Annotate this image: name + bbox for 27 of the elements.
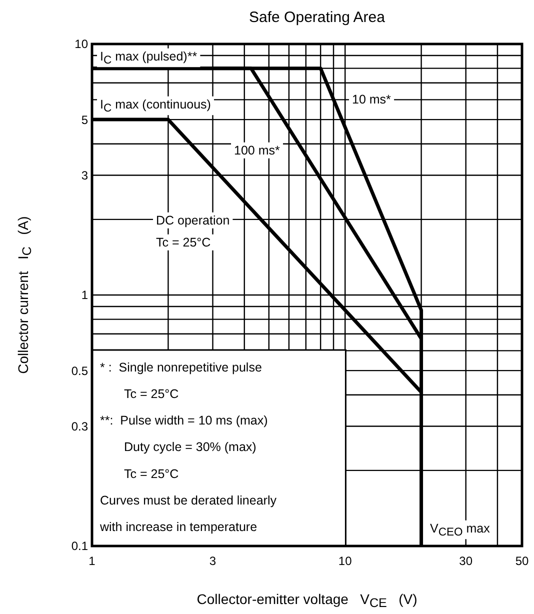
x-tick-label: 10 <box>338 554 352 568</box>
x-tick-label: 3 <box>209 554 216 568</box>
y-tick-label: 0.5 <box>71 364 88 378</box>
y-tick-label: 0.1 <box>71 539 88 554</box>
annotation: Curves must be derated linearly <box>100 493 278 508</box>
x-axis-title: Collector-emitter voltage V$_{CE}$ (V) <box>196 591 418 610</box>
annotation: 10 ms* <box>352 92 392 106</box>
annotation: with increase in temperature <box>99 520 258 534</box>
y-tick-label: 3 <box>81 168 88 182</box>
annotation: I$_{C}$ max (continuous) <box>100 97 211 114</box>
annotation: DC operation <box>156 213 230 228</box>
chart-title: Safe Operating Area <box>249 9 386 26</box>
annotation: Tc = 25°C <box>124 386 179 401</box>
annotation: V$_{CEO}$ max <box>430 521 491 538</box>
y-tick-label: 1 <box>81 288 88 302</box>
annotation: Duty cycle = 30% (max) <box>124 440 256 454</box>
x-tick-label: 50 <box>515 554 529 568</box>
y-tick-label: 5 <box>81 112 88 127</box>
annotation: I$_{C}$ max (pulsed)** <box>100 49 198 66</box>
annotation: Tc = 25°C <box>124 466 179 481</box>
y-tick-label: 0.3 <box>71 419 88 434</box>
x-tick-label: 30 <box>459 554 473 568</box>
annotation: 100 ms* <box>234 143 280 158</box>
annotation: * : Single nonrepetitive pulse <box>100 360 262 374</box>
y-tick-label: 10 <box>74 37 88 52</box>
annotation: Tc = 25°C <box>156 235 211 250</box>
annotation: **: Pulse width = 10 ms (max) <box>100 414 268 428</box>
